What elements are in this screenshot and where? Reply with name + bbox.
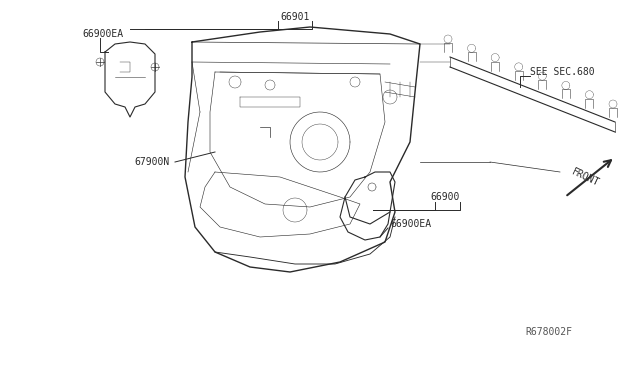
Text: 66900EA: 66900EA (82, 29, 123, 39)
Text: 67900N: 67900N (135, 157, 170, 167)
Text: FRONT: FRONT (570, 166, 601, 188)
Text: 66900EA: 66900EA (390, 219, 431, 229)
Text: 66900: 66900 (430, 192, 460, 202)
Text: R678002F: R678002F (525, 327, 572, 337)
Text: 66901: 66901 (280, 12, 310, 22)
Text: SEE SEC.680: SEE SEC.680 (530, 67, 595, 77)
